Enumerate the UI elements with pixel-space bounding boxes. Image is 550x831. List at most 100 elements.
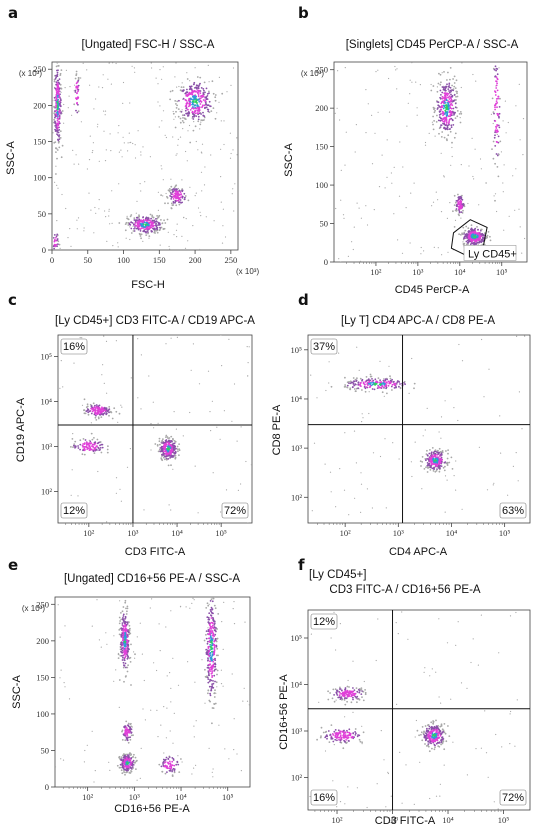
background-event (127, 142, 129, 144)
event-dot (339, 691, 341, 694)
event-dot (55, 255, 57, 257)
event-dot (125, 736, 128, 739)
event-dot (153, 221, 156, 224)
background-event (344, 716, 346, 718)
background-event (107, 78, 109, 80)
event-dot (381, 391, 384, 394)
event-dot (58, 122, 61, 125)
background-event (438, 618, 440, 620)
event-dot (74, 89, 77, 92)
event-dot (89, 403, 92, 406)
event-dot (55, 109, 58, 112)
event-dot (89, 447, 91, 450)
event-dot (367, 384, 369, 386)
event-dot (130, 227, 133, 230)
background-event (178, 85, 180, 88)
background-event (355, 124, 357, 126)
background-event (416, 107, 418, 109)
background-event (396, 68, 398, 70)
event-dot (53, 234, 56, 236)
event-dot (430, 452, 433, 454)
background-event (231, 673, 233, 675)
event-dot (202, 99, 205, 101)
event-dot (96, 445, 98, 448)
event-dot (107, 445, 109, 448)
event-dot (74, 77, 77, 80)
event-dot (197, 115, 200, 118)
background-event (97, 123, 99, 125)
background-event (101, 374, 103, 376)
event-dot (449, 130, 452, 133)
event-dot (196, 101, 198, 104)
y-tick-label: 100 (315, 180, 328, 190)
background-event (343, 489, 346, 491)
event-dot (209, 609, 212, 611)
event-dot (459, 196, 461, 198)
event-dot (57, 83, 59, 86)
event-dot (54, 77, 57, 80)
event-dot (347, 691, 350, 694)
event-dot (215, 640, 218, 643)
background-event (411, 81, 413, 83)
event-dot (204, 91, 206, 94)
background-event (384, 438, 386, 440)
y-tick-label: 10⁵ (41, 351, 53, 361)
event-dot (186, 93, 189, 96)
event-dot (77, 445, 79, 447)
event-dot (450, 113, 453, 115)
background-event (223, 120, 225, 122)
background-event (157, 191, 159, 193)
event-dot (130, 731, 133, 734)
event-dot (132, 230, 135, 232)
x-tick-label: 10³ (387, 815, 399, 825)
background-event (245, 460, 247, 463)
event-dot (426, 454, 429, 457)
background-event (203, 184, 206, 186)
background-event (172, 657, 174, 659)
event-dot (134, 653, 136, 656)
event-dot (82, 449, 84, 452)
event-dot (211, 608, 214, 611)
event-dot (123, 734, 126, 737)
event-dot (495, 125, 497, 128)
background-event (83, 230, 85, 232)
event-dot (457, 196, 460, 199)
event-dot (124, 229, 127, 232)
x-axis-label: FSC-H (131, 279, 165, 291)
event-dot (74, 446, 77, 448)
event-dot (58, 115, 61, 117)
background-event (395, 69, 397, 71)
event-dot (105, 413, 108, 416)
event-dot (133, 753, 135, 756)
event-dot (182, 90, 184, 93)
background-event (140, 190, 142, 192)
event-dot (57, 240, 60, 243)
event-dot (124, 630, 127, 633)
event-dot (187, 108, 189, 111)
event-dot (358, 383, 361, 386)
background-event (201, 190, 203, 192)
background-event (197, 207, 200, 209)
background-event (501, 746, 503, 748)
background-event (122, 81, 125, 84)
background-event (407, 638, 409, 640)
event-dot (205, 98, 208, 101)
background-event (512, 465, 515, 467)
background-event (189, 186, 191, 188)
background-event (198, 383, 201, 385)
background-event (218, 724, 220, 726)
event-dot (153, 228, 156, 231)
event-dot (119, 645, 122, 648)
event-dot (157, 450, 160, 453)
background-event (410, 192, 412, 194)
background-event (159, 105, 161, 107)
event-dot (124, 739, 127, 742)
background-event (354, 151, 356, 153)
background-event (83, 227, 85, 229)
event-dot (118, 633, 121, 636)
event-dot (124, 756, 126, 759)
event-dot (121, 610, 124, 613)
event-dot (494, 120, 497, 122)
event-dot (56, 101, 59, 104)
